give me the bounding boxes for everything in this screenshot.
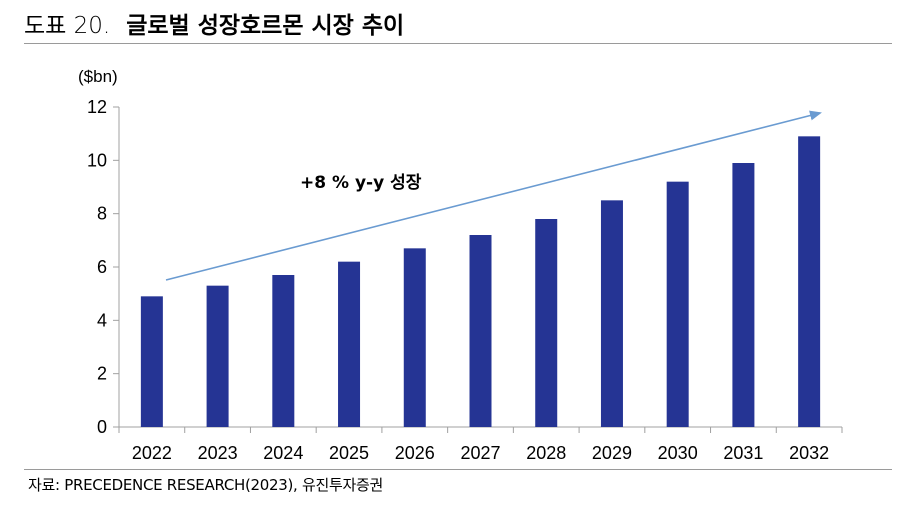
x-tick-label: 2030	[658, 443, 698, 463]
x-axis: 2022 2023 2024 2025 2026 2027 2028 2029 2030 2031…	[118, 426, 843, 463]
y-tick-label: 2	[97, 364, 107, 384]
bar-chart: ($bn) 0 2 4 6 8 10 12 2022 2023 2024 2025 2026 2027…	[78, 67, 843, 463]
bar-2022	[140, 296, 163, 427]
bar-2023	[206, 285, 229, 427]
figure-title: 글로벌 성장호르몬 시장 추이	[126, 13, 405, 39]
x-tick-label: 2027	[460, 443, 500, 463]
bar-2030	[666, 181, 689, 427]
y-tick-label: 0	[97, 417, 107, 437]
x-tick-label: 2025	[329, 443, 369, 463]
bar-2026	[403, 248, 426, 427]
x-tick-label: 2023	[198, 443, 238, 463]
y-tick-label: 6	[97, 257, 107, 277]
x-tick-label: 2022	[132, 443, 172, 463]
bar-2031	[732, 163, 755, 427]
bar-series	[140, 136, 821, 428]
source-note: 자료: PRECEDENCE RESEARCH(2023), 유진투자증권	[28, 476, 383, 494]
bar-2032	[798, 136, 821, 428]
bar-2029	[600, 200, 623, 427]
figure-label: 도표 20.	[24, 13, 111, 39]
figure-header: 도표 20. 글로벌 성장호르몬 시장 추이	[24, 6, 404, 42]
x-tick-label: 2032	[789, 443, 829, 463]
y-tick-label: 4	[97, 310, 107, 330]
trend-arrow	[165, 110, 822, 281]
x-tick-label: 2031	[723, 443, 763, 463]
y-axis: 0 2 4 6 8 10 12	[87, 97, 120, 437]
bar-2028	[535, 219, 558, 427]
y-tick-label: 12	[87, 97, 107, 117]
header-divider	[24, 43, 892, 44]
growth-annotation: +8 % y-y 성장	[300, 173, 422, 193]
bar-2025	[338, 261, 361, 427]
x-tick-label: 2026	[395, 443, 435, 463]
y-tick-label: 10	[87, 150, 107, 170]
x-tick-label: 2024	[263, 443, 303, 463]
footer-divider	[24, 469, 892, 470]
bar-2027	[469, 235, 492, 427]
bar-2024	[272, 275, 295, 427]
y-axis-unit-label: ($bn)	[78, 67, 118, 86]
x-tick-label: 2029	[592, 443, 632, 463]
y-tick-label: 8	[97, 204, 107, 224]
x-tick-label: 2028	[526, 443, 566, 463]
